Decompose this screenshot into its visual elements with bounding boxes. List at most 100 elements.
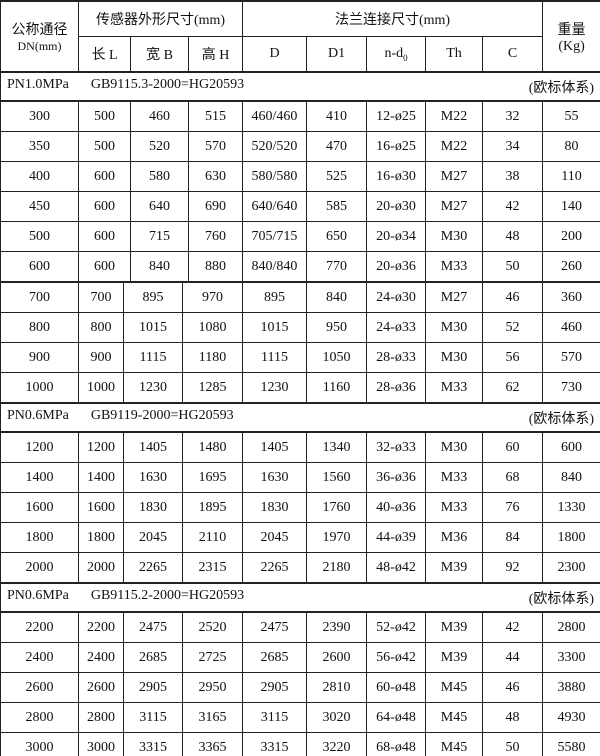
cell-length: 1000 <box>78 372 124 403</box>
dn-unit: DN(mm) <box>17 39 62 53</box>
cell-d1: 3220 <box>306 732 367 756</box>
cell-c: 32 <box>482 101 543 132</box>
table-row: 1200 1200 1405 1480 1405 1340 32-ø33 M30 60 600 <box>0 432 600 463</box>
table-row: 2800 2800 3115 3165 3115 3020 64-ø48 M45 48 4930 <box>0 702 600 733</box>
cell-d1: 525 <box>306 161 367 192</box>
cell-dn: 400 <box>0 161 79 192</box>
cell-d: 1630 <box>242 462 307 493</box>
cell-th: M39 <box>425 612 483 643</box>
table-row: 800 800 1015 1080 1015 950 24-ø33 M30 52 460 <box>0 312 600 343</box>
cell-d1: 840 <box>306 282 367 313</box>
cell-nd0: 28-ø33 <box>366 342 426 373</box>
cell-d: 2265 <box>242 552 307 583</box>
table-row: 2000 2000 2265 2315 2265 2180 48-ø42 M39 92 2300 <box>0 552 600 583</box>
cell-d1: 1160 <box>306 372 367 403</box>
cell-th: M30 <box>425 342 483 373</box>
standard-system: (欧标体系) <box>528 591 595 607</box>
cell-d1: 585 <box>306 191 367 222</box>
nd-subscript: 0 <box>403 52 408 63</box>
cell-weight: 5580 <box>542 732 600 756</box>
cell-c: 34 <box>482 131 543 162</box>
cell-nd0: 32-ø33 <box>366 432 426 463</box>
cell-nd0: 28-ø36 <box>366 372 426 403</box>
col-th: Th <box>425 36 484 72</box>
cell-length: 1800 <box>78 522 124 553</box>
cell-th: M33 <box>425 251 483 282</box>
nd-label: n-d <box>384 45 404 61</box>
cell-nd0: 68-ø48 <box>366 732 426 756</box>
cell-width: 840 <box>130 251 189 282</box>
cell-width: 1630 <box>123 462 183 493</box>
cell-th: M45 <box>425 732 483 756</box>
cell-height: 570 <box>188 131 243 162</box>
cell-height: 1895 <box>182 492 243 523</box>
cell-dn: 2200 <box>0 612 79 643</box>
cell-d1: 470 <box>306 131 367 162</box>
cell-width: 580 <box>130 161 189 192</box>
cell-dn: 800 <box>0 312 79 343</box>
cell-nd0: 44-ø39 <box>366 522 426 553</box>
cell-height: 1180 <box>182 342 243 373</box>
cell-dn: 600 <box>0 251 79 282</box>
cell-c: 62 <box>482 372 543 403</box>
flange-header: 法兰连接尺寸(mm) <box>242 1 544 37</box>
cell-weight: 80 <box>542 131 600 162</box>
cell-length: 600 <box>78 221 131 252</box>
cell-length: 1400 <box>78 462 124 493</box>
cell-d1: 3020 <box>306 702 367 733</box>
cell-length: 2600 <box>78 672 124 703</box>
cell-width: 2045 <box>123 522 183 553</box>
cell-height: 1080 <box>182 312 243 343</box>
cell-dn: 300 <box>0 101 79 132</box>
cell-c: 46 <box>482 282 543 313</box>
cell-d: 580/580 <box>242 161 307 192</box>
cell-th: M33 <box>425 492 483 523</box>
table-row: 450 600 640 690 640/640 585 20-ø30 M27 42 140 <box>0 191 600 222</box>
col-length: 长 L <box>78 36 131 72</box>
cell-th: M33 <box>425 372 483 403</box>
cell-d1: 2390 <box>306 612 367 643</box>
standard-system: (欧标体系) <box>528 411 595 427</box>
cell-th: M27 <box>425 161 483 192</box>
table-header: 公称通径 DN(mm) 传感器外形尺寸(mm) 法兰连接尺寸(mm) 重量 (Kg)… <box>0 1 600 72</box>
cell-weight: 140 <box>542 191 600 222</box>
cell-width: 1830 <box>123 492 183 523</box>
cell-height: 2520 <box>182 612 243 643</box>
data-table-block: 300 500 460 515 460/460 410 12-ø25 M22 32 55 350 50… <box>0 101 600 282</box>
cell-height: 2950 <box>182 672 243 703</box>
pressure-rating: PN0.6MPa <box>7 407 69 423</box>
cell-nd0: 64-ø48 <box>366 702 426 733</box>
cell-length: 600 <box>78 191 131 222</box>
cell-width: 2265 <box>123 552 183 583</box>
table-row: 1400 1400 1630 1695 1630 1560 36-ø36 M33 68 840 <box>0 462 600 493</box>
cell-d: 3315 <box>242 732 307 756</box>
cell-length: 1200 <box>78 432 124 463</box>
cell-d1: 1560 <box>306 462 367 493</box>
cell-d1: 770 <box>306 251 367 282</box>
cell-th: M27 <box>425 191 483 222</box>
cell-weight: 600 <box>542 432 600 463</box>
cell-weight: 3880 <box>542 672 600 703</box>
sensor-header: 传感器外形尺寸(mm) <box>77 1 244 37</box>
cell-height: 1695 <box>182 462 243 493</box>
cell-length: 500 <box>78 101 131 132</box>
cell-nd0: 24-ø30 <box>366 282 426 313</box>
cell-nd0: 20-ø36 <box>366 251 426 282</box>
cell-height: 970 <box>182 282 243 313</box>
cell-c: 50 <box>482 251 543 282</box>
cell-d1: 1340 <box>306 432 367 463</box>
cell-d: 2905 <box>242 672 307 703</box>
cell-d1: 2180 <box>306 552 367 583</box>
cell-c: 52 <box>482 312 543 343</box>
flange-standard: GB9119-2000=HG20593 <box>90 407 234 423</box>
cell-width: 2905 <box>123 672 183 703</box>
cell-length: 500 <box>78 131 131 162</box>
cell-length: 2400 <box>78 642 124 673</box>
cell-d1: 2810 <box>306 672 367 703</box>
cell-length: 1600 <box>78 492 124 523</box>
cell-d: 1830 <box>242 492 307 523</box>
cell-width: 2475 <box>123 612 183 643</box>
cell-width: 3115 <box>123 702 183 733</box>
cell-d: 1115 <box>242 342 307 373</box>
